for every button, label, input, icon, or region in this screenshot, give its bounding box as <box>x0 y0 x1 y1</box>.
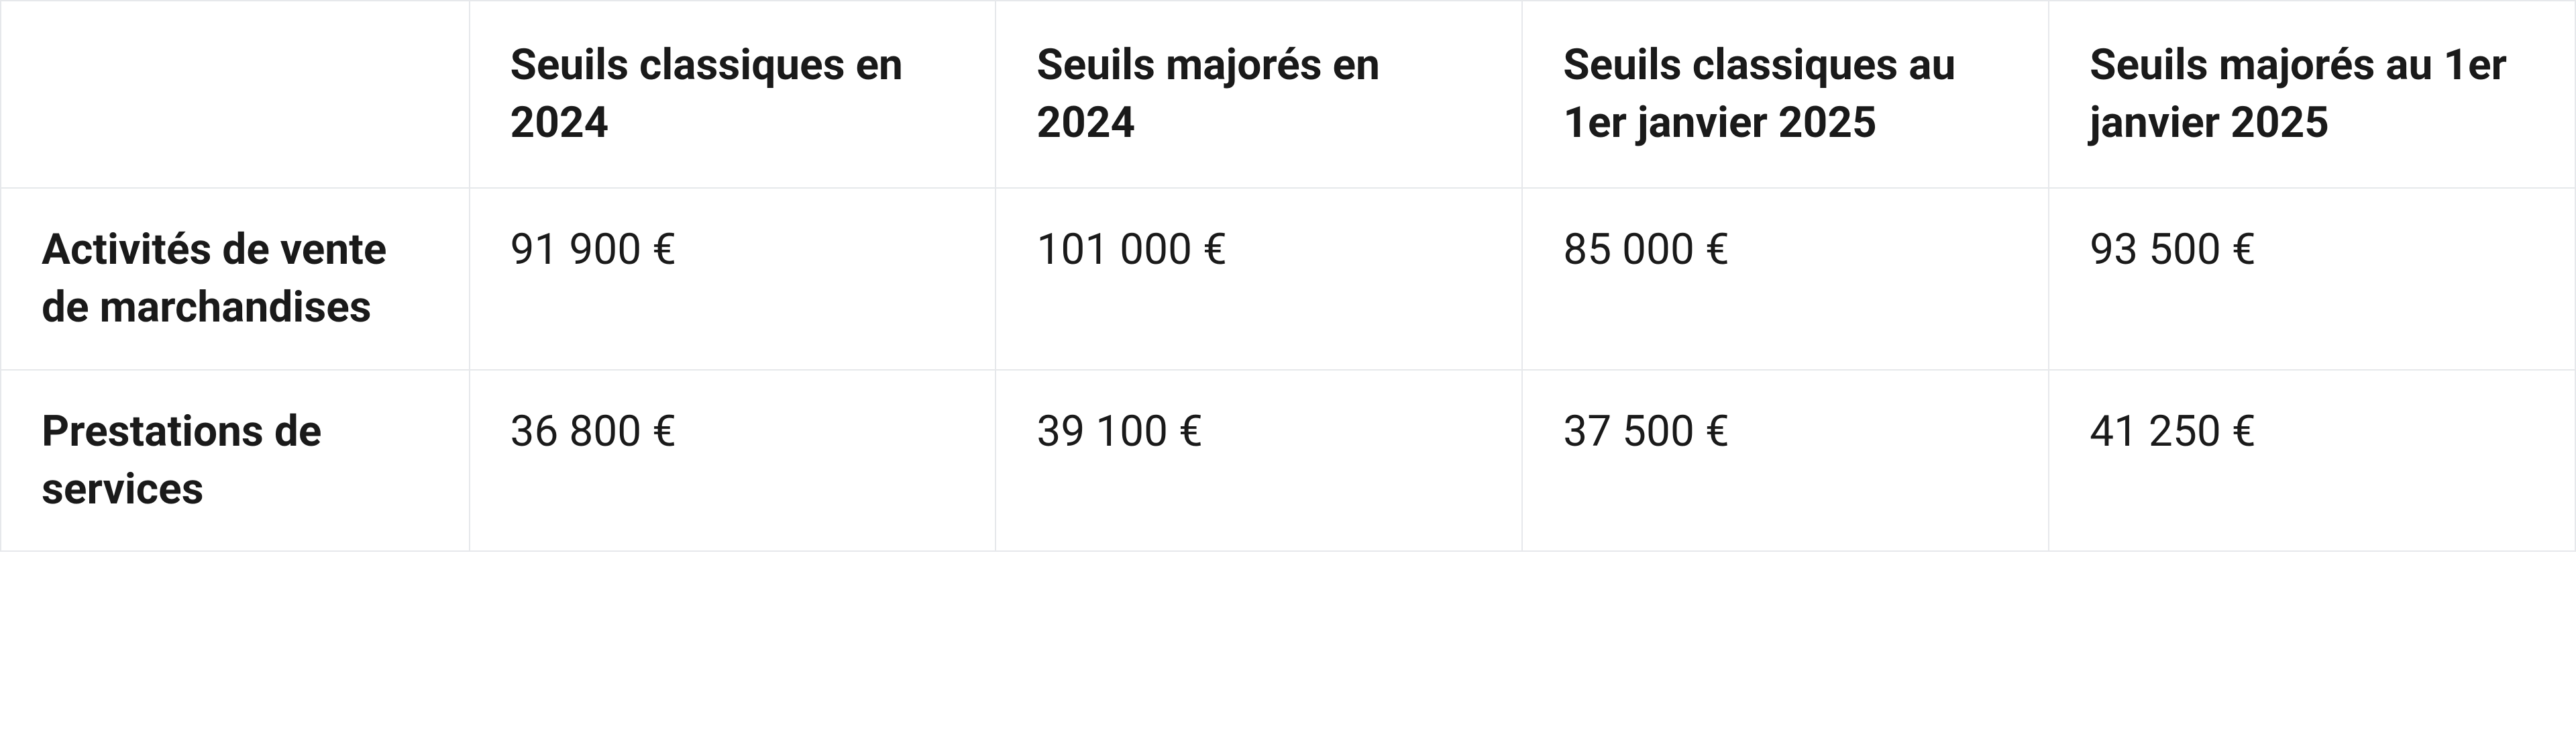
row-label: Activités de vente de marchandises <box>1 188 470 370</box>
cell-value: 41 250 € <box>2049 370 2575 552</box>
table-header-classique-2024: Seuils classiques en 2024 <box>470 1 996 188</box>
table-header-majore-2024: Seuils majorés en 2024 <box>996 1 1522 188</box>
table-row: Prestations de services 36 800 € 39 100 … <box>1 370 2575 552</box>
table-header-majore-2025: Seuils majorés au 1er janvier 2025 <box>2049 1 2575 188</box>
table-header-empty <box>1 1 470 188</box>
row-label: Prestations de services <box>1 370 470 552</box>
cell-value: 91 900 € <box>470 188 996 370</box>
table-header-classique-2025: Seuils classiques au 1er janvier 2025 <box>1522 1 2049 188</box>
table-row: Activités de vente de marchandises 91 90… <box>1 188 2575 370</box>
cell-value: 37 500 € <box>1522 370 2049 552</box>
cell-value: 101 000 € <box>996 188 1522 370</box>
cell-value: 36 800 € <box>470 370 996 552</box>
table-header-row: Seuils classiques en 2024 Seuils majorés… <box>1 1 2575 188</box>
cell-value: 93 500 € <box>2049 188 2575 370</box>
cell-value: 39 100 € <box>996 370 1522 552</box>
thresholds-table: Seuils classiques en 2024 Seuils majorés… <box>0 0 2576 552</box>
cell-value: 85 000 € <box>1522 188 2049 370</box>
